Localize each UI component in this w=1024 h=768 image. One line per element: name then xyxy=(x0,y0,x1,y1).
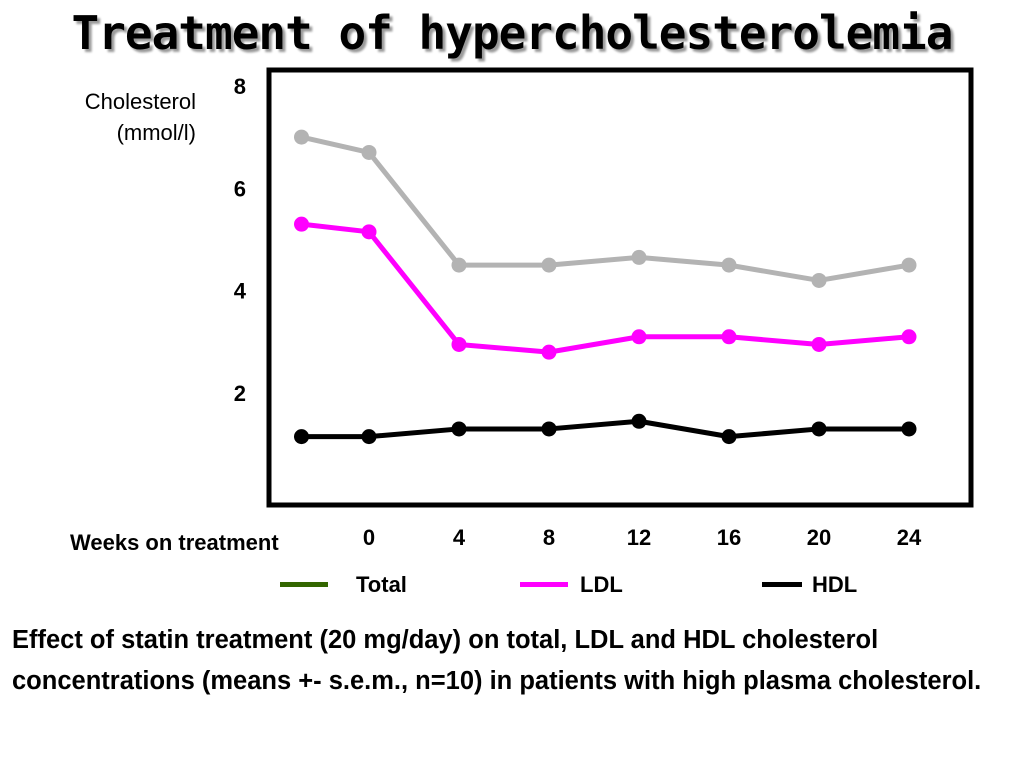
legend-swatch-total xyxy=(280,582,328,587)
x-tick-label: 12 xyxy=(627,525,651,550)
y-axis-label: Cholesterol (mmol/l) xyxy=(85,86,196,148)
data-point-total xyxy=(451,257,467,273)
legend-label-hdl: HDL xyxy=(812,572,858,597)
series-line-ldl xyxy=(299,221,912,355)
series-line-hdl xyxy=(299,418,912,440)
data-point-ldl xyxy=(811,336,827,352)
y-tick-label: 2 xyxy=(234,381,246,406)
data-point-hdl xyxy=(631,413,647,429)
data-point-ldl xyxy=(294,216,309,232)
series-line-total xyxy=(299,134,912,283)
data-point-ldl xyxy=(631,329,647,345)
data-point-ldl xyxy=(721,329,737,345)
data-point-hdl xyxy=(541,421,557,437)
legend-swatch-hdl xyxy=(762,582,802,587)
x-axis-label: Weeks on treatment xyxy=(70,530,279,555)
y-tick-label: 6 xyxy=(234,176,246,201)
data-point-hdl xyxy=(721,429,737,445)
x-tick-label: 0 xyxy=(363,525,375,550)
figure-caption: Effect of statin treatment (20 mg/day) o… xyxy=(12,626,982,695)
x-tick-label: 16 xyxy=(717,525,741,550)
x-tick-label: 8 xyxy=(543,525,555,550)
data-point-ldl xyxy=(541,344,557,360)
data-point-total xyxy=(541,257,557,273)
x-tick-label: 24 xyxy=(897,525,922,550)
data-point-total xyxy=(901,257,917,273)
y-axis-label-line-2: (mmol/l) xyxy=(116,120,196,145)
x-tick-label: 4 xyxy=(453,525,466,550)
data-point-total xyxy=(721,257,737,273)
data-point-hdl xyxy=(901,421,917,437)
data-point-total xyxy=(294,129,309,145)
legend-label-ldl: LDL xyxy=(580,572,623,597)
legend-label-total: Total xyxy=(356,572,407,597)
y-axis-label-line-1: Cholesterol xyxy=(84,89,196,114)
data-point-hdl xyxy=(451,421,467,437)
y-tick-label: 4 xyxy=(234,279,247,304)
data-point-ldl xyxy=(451,336,467,352)
legend-swatch-ldl xyxy=(520,582,568,587)
data-point-hdl xyxy=(811,421,827,437)
data-point-hdl xyxy=(294,429,309,445)
data-point-total xyxy=(631,249,647,265)
data-point-hdl xyxy=(361,429,377,445)
data-point-ldl xyxy=(361,224,377,240)
data-point-total xyxy=(361,144,377,160)
x-tick-label: 20 xyxy=(807,525,831,550)
data-point-ldl xyxy=(901,329,917,345)
chart-title: Treatment of hypercholesterolemia xyxy=(71,6,954,60)
data-point-total xyxy=(811,272,827,288)
plot-frame xyxy=(266,67,974,508)
y-tick-label: 8 xyxy=(234,74,246,99)
